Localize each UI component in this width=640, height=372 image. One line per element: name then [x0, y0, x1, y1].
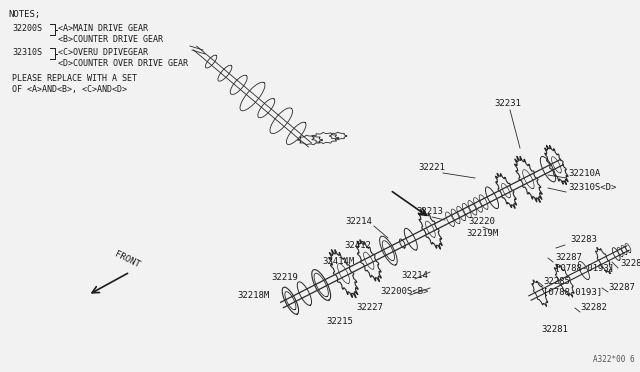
Text: 32414M: 32414M: [322, 257, 354, 266]
Text: <B>COUNTER DRIVE GEAR: <B>COUNTER DRIVE GEAR: [58, 35, 163, 44]
Text: 32210A: 32210A: [568, 169, 600, 177]
Text: NOTES;: NOTES;: [8, 10, 40, 19]
Text: 32231: 32231: [495, 99, 522, 109]
Text: 32221: 32221: [419, 164, 445, 173]
Text: 32281: 32281: [541, 326, 568, 334]
Text: 32285: 32285: [620, 259, 640, 267]
Text: 32287: 32287: [608, 283, 635, 292]
Text: 32310S<D>: 32310S<D>: [568, 183, 616, 192]
Text: 32310S: 32310S: [12, 48, 42, 57]
Text: [0788-0193]: [0788-0193]: [543, 288, 602, 296]
Text: 32219M: 32219M: [466, 230, 498, 238]
Text: 32214: 32214: [401, 270, 428, 279]
Text: 32220: 32220: [468, 218, 495, 227]
Text: PLEASE REPLACE WITH A SET: PLEASE REPLACE WITH A SET: [12, 74, 137, 83]
Text: 32218M: 32218M: [237, 291, 270, 299]
Text: OF <A>AND<B>, <C>AND<D>: OF <A>AND<B>, <C>AND<D>: [12, 85, 127, 94]
Text: <D>COUNTER OVER DRIVE GEAR: <D>COUNTER OVER DRIVE GEAR: [58, 59, 188, 68]
Text: 32200S<B>: 32200S<B>: [381, 286, 429, 295]
Text: 32215: 32215: [326, 317, 353, 327]
Text: 32283: 32283: [570, 235, 597, 244]
Text: FRONT: FRONT: [113, 250, 141, 270]
Text: 32282: 32282: [580, 304, 607, 312]
Text: [0788-0193]: [0788-0193]: [555, 263, 614, 273]
Text: 32200S: 32200S: [12, 24, 42, 33]
Text: 32227: 32227: [356, 302, 383, 311]
Text: <A>MAIN DRIVE GEAR: <A>MAIN DRIVE GEAR: [58, 24, 148, 33]
Text: A322*00 6: A322*00 6: [593, 355, 635, 364]
Text: 32287: 32287: [555, 253, 582, 263]
Text: 32213: 32213: [417, 206, 444, 215]
Text: 32214: 32214: [345, 218, 372, 227]
Text: <C>OVERU DPIVEGEAR: <C>OVERU DPIVEGEAR: [58, 48, 148, 57]
Text: 32285: 32285: [543, 278, 570, 286]
Text: 32412: 32412: [344, 241, 371, 250]
Text: 32219: 32219: [271, 273, 298, 282]
